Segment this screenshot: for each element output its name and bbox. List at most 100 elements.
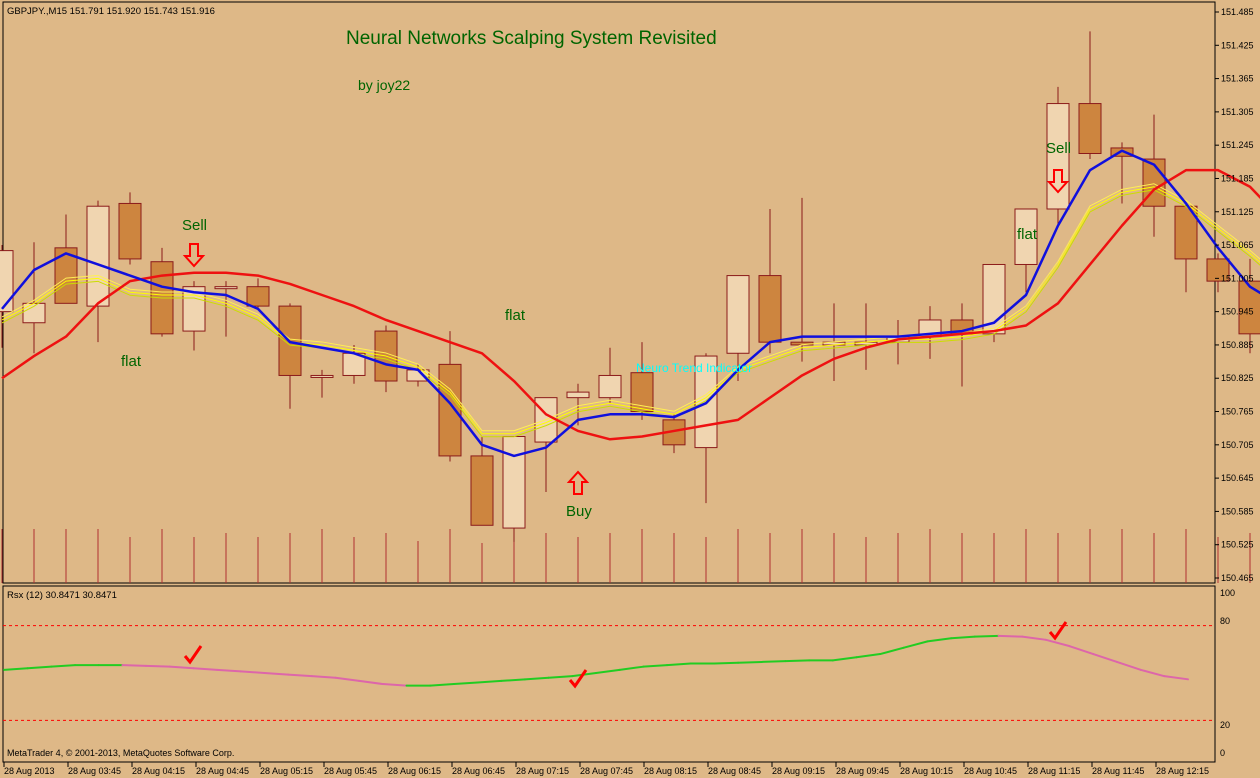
rsx-line-segment [145,664,171,668]
yellow-ma-line-3 [1,183,1260,432]
rsx-line-segment [1068,645,1095,656]
footer-copyright: MetaTrader 4, © 2001-2013, MetaQuotes So… [7,748,234,758]
sell-arrow-1-icon [182,243,206,268]
rsx-line-segment [358,679,384,686]
rsx-line-segment [50,664,77,668]
time-tick-label: 28 Aug 10:15 [900,766,953,776]
rsx-line-segment [500,678,526,682]
time-tick-label: 28 Aug 07:15 [516,766,569,776]
candle-bull [86,205,110,307]
rsx-line-segment [855,653,882,659]
volume-bars [1,529,1251,583]
price-tick-label: 151.005 [1221,273,1254,283]
price-tick-label: 150.585 [1221,506,1254,516]
candle-bear [470,455,494,526]
rsx-line-segment [476,679,503,684]
time-tick-label: 28 Aug 05:15 [260,766,313,776]
price-tick-label: 151.065 [1221,240,1254,250]
price-tick-label: 150.945 [1221,307,1254,317]
rsx-line-segment [737,660,763,664]
rsx-line-segment [168,665,195,670]
neuro-trend-label: Neuro Trend Indicator [636,361,752,375]
candle-bear [118,202,142,260]
check-mark-2-icon [568,669,588,689]
rsx-level-20: 20 [1220,720,1230,730]
candle-bear [54,247,78,304]
rsx-line-segment [950,635,976,640]
rsx-window-frame [2,585,1216,763]
rsx-line-segment [1115,660,1142,671]
rsx-line-segment [595,668,621,674]
flat-label-1: flat [121,353,142,370]
flat-label-2: flat [505,307,526,324]
rsx-line-segment [310,675,337,679]
rsx-line-segment [831,656,858,662]
candle-bull [726,275,750,354]
rsx-line-segment [381,683,408,687]
rsx-line-segment [547,675,574,679]
rsx-line-segment [1092,653,1118,663]
rsx-line-segment [121,664,148,667]
time-tick-label: 28 Aug 11:15 [1028,766,1080,776]
price-tick-label: 150.705 [1221,440,1254,450]
price-tick-label: 150.825 [1221,373,1254,383]
chart-title: Neural Networks Scalping System Revisite… [346,28,717,49]
rsx-line-segment [216,668,242,673]
rsx-line-segment [1163,675,1189,681]
sell-arrow-2-icon [1046,169,1070,194]
rsx-line-segment [618,665,645,671]
blue-ma-line [1,149,1260,458]
price-axis: 151.485 151.425 151.365 151.305 151.245 151.1… [1215,7,1254,583]
rsx-level-0: 0 [1220,748,1225,758]
candle-bear [1206,258,1230,282]
price-tick-label: 150.885 [1221,340,1254,350]
candle-bear [758,275,782,343]
buy-arrow-icon [566,470,590,495]
candle-bull [598,374,622,399]
price-tick-label: 151.365 [1221,74,1254,84]
rsx-indicator [3,625,1215,721]
rsx-line-segment [26,665,53,670]
time-tick-label: 28 Aug 07:45 [580,766,633,776]
candle-bull [502,436,526,529]
rsx-line-segment [239,670,266,674]
rsx-line-segment [760,660,787,663]
time-tick-label: 28 Aug 04:45 [196,766,249,776]
rsx-label: Rsx (12) 30.8471 30.8471 [7,590,117,601]
rsx-line-segment [287,673,313,678]
price-tick-label: 151.245 [1221,140,1254,150]
buy-label: Buy [566,503,592,520]
time-tick-label: 28 Aug 05:45 [324,766,377,776]
rsx-line-segment [926,637,953,643]
chart-subtitle: by joy22 [358,77,410,93]
symbol-info: GBPJPY.,M15 151.791 151.920 151.743 151.… [7,6,215,17]
rsx-line-segment [997,634,1024,638]
time-tick-label: 28 Aug 08:45 [708,766,761,776]
rsx-level-100: 100 [1220,588,1235,598]
time-tick-label: 28 Aug 09:15 [772,766,825,776]
moving-averages [1,149,1260,458]
candle-bear [438,363,462,457]
yellow-ma-line [1,186,1260,435]
rsx-line-segment [452,681,479,686]
rsx-level-80: 80 [1220,616,1230,626]
price-tick-label: 150.645 [1221,473,1254,483]
time-tick-label: 28 Aug 06:45 [452,766,505,776]
price-tick-label: 151.125 [1221,207,1254,217]
price-tick-label: 151.185 [1221,173,1254,183]
candle-bear [246,286,270,307]
red-ma-line [1,168,1260,441]
price-tick-label: 150.525 [1221,540,1254,550]
candle-bull [1014,208,1038,265]
time-tick-label: 28 Aug 2013 [4,766,55,776]
candle-bull [214,286,238,290]
rsx-line-segment [192,667,219,671]
rsx-line-segment [523,676,550,681]
rsx-line-segment [334,676,361,682]
check-mark-1-icon [183,645,203,665]
candle-bear [1238,280,1260,335]
rsx-line-segment [429,683,455,687]
flat-label-3: flat [1017,226,1038,243]
sell-label-1: Sell [182,217,207,234]
